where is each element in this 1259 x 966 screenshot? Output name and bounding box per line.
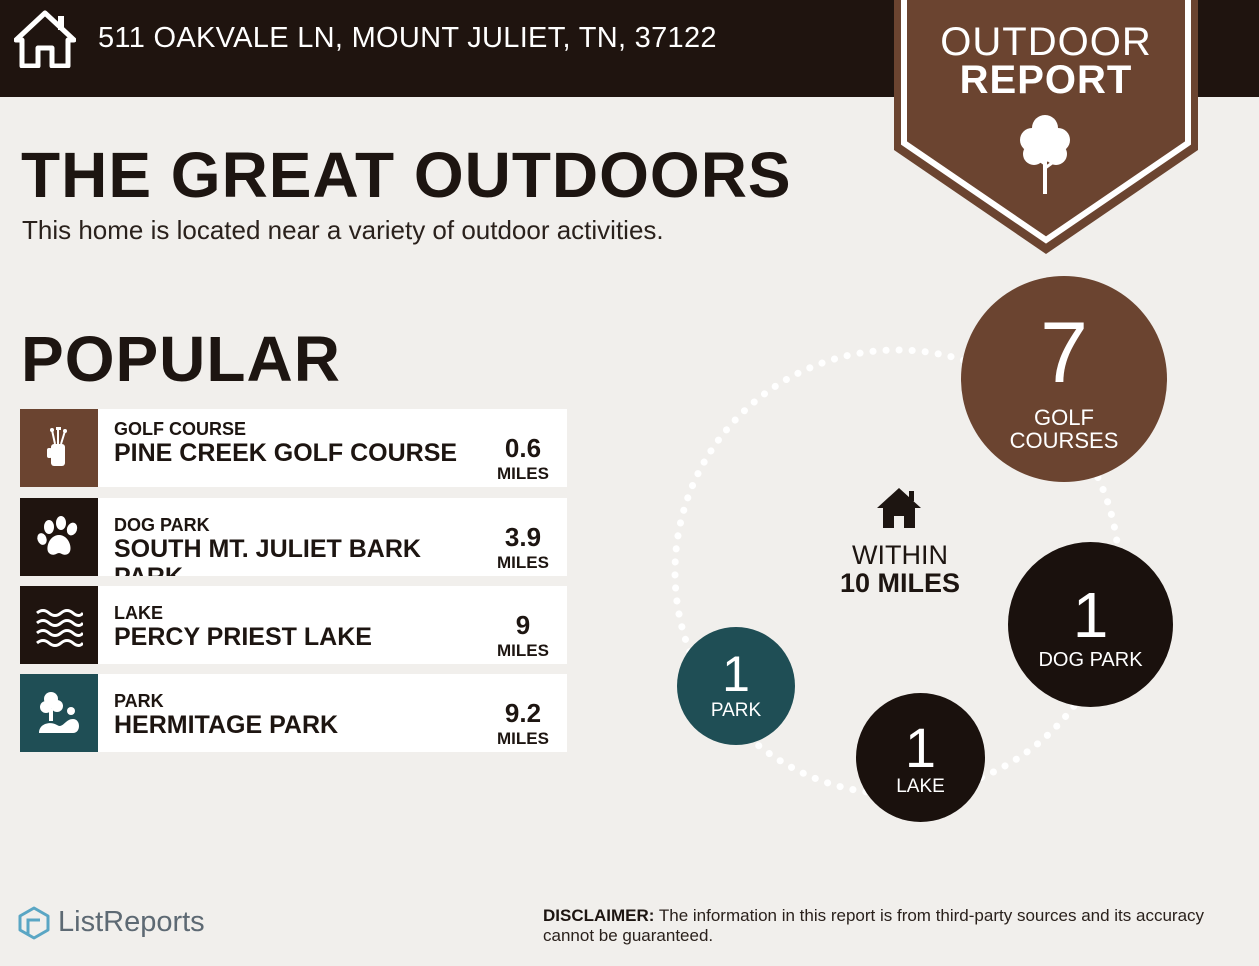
- count-label: COURSES: [1009, 428, 1119, 453]
- list-item[interactable]: DOG PARK SOUTH MT. JULIET BARK PARK 3.9 …: [20, 498, 567, 576]
- count-value: 1: [1072, 579, 1109, 651]
- golf-courses-count-circle: 7 GOLF COURSES: [961, 276, 1167, 482]
- list-item-category: LAKE: [114, 603, 163, 623]
- list-item-unit: MILES: [497, 641, 549, 660]
- tree-icon: [1020, 115, 1070, 194]
- count-value: 7: [1040, 305, 1088, 401]
- dog-park-count-circle: 1 DOG PARK: [1008, 542, 1173, 707]
- list-item[interactable]: GOLF COURSE PINE CREEK GOLF COURSE 0.6 M…: [20, 409, 567, 487]
- list-item-name: PINE CREEK GOLF COURSE: [114, 439, 458, 467]
- lake-count-circle: 1 LAKE: [856, 693, 985, 822]
- list-item-name: PERCY PRIEST LAKE: [114, 623, 372, 651]
- list-item-name: HERMITAGE PARK: [114, 711, 339, 739]
- within-label: WITHIN: [852, 540, 948, 570]
- disclaimer: DISCLAIMER: The information in this repo…: [543, 906, 1233, 946]
- list-item-category: DOG PARK: [114, 515, 210, 535]
- badge-title-line2: REPORT: [959, 58, 1133, 102]
- golf-bag-icon: [20, 409, 98, 487]
- list-item-unit: MILES: [497, 553, 549, 572]
- waves-icon: [20, 586, 98, 664]
- home-icon: [14, 10, 76, 68]
- count-label: PARK: [710, 700, 762, 721]
- disclaimer-label: DISCLAIMER:: [543, 906, 655, 925]
- disclaimer-text: The information in this report is from t…: [543, 906, 1205, 945]
- list-item[interactable]: LAKE PERCY PRIEST LAKE 9 MILES: [20, 586, 567, 664]
- list-item-unit: MILES: [497, 729, 549, 748]
- list-item-name: SOUTH MT. JULIET BARK PARK: [114, 535, 421, 576]
- list-item-distance: 9: [515, 610, 531, 640]
- badge-title-line1: OUTDOOR: [940, 20, 1152, 64]
- page-subtitle: This home is located near a variety of o…: [22, 215, 664, 245]
- list-item-category: PARK: [114, 691, 164, 711]
- park-count-circle: 1 PARK: [677, 627, 795, 745]
- count-label: GOLF: [1034, 405, 1094, 430]
- listreports-logo-icon: [18, 906, 50, 940]
- page-title: THE GREAT OUTDOORS: [21, 139, 792, 211]
- paw-icon: [20, 498, 98, 576]
- property-address: 511 OAKVALE LN, MOUNT JULIET, TN, 37122: [98, 22, 717, 54]
- list-item-category: GOLF COURSE: [114, 419, 247, 439]
- list-item-distance: 9.2: [504, 698, 542, 728]
- home-icon: [877, 488, 921, 528]
- count-value: 1: [722, 646, 750, 702]
- list-item-distance: 0.6: [504, 433, 542, 463]
- tree-park-icon: [20, 674, 98, 752]
- count-label: DOG PARK: [1038, 649, 1143, 671]
- list-item-unit: MILES: [497, 464, 549, 483]
- list-item[interactable]: PARK HERMITAGE PARK 9.2 MILES: [20, 674, 567, 752]
- count-label: LAKE: [896, 776, 945, 797]
- list-item-distance: 3.9: [504, 522, 542, 552]
- within-distance: 10 MILES: [839, 568, 961, 598]
- popular-heading: POPULAR: [21, 323, 341, 395]
- count-value: 1: [904, 716, 937, 779]
- listreports-logo: ListReports: [58, 906, 205, 938]
